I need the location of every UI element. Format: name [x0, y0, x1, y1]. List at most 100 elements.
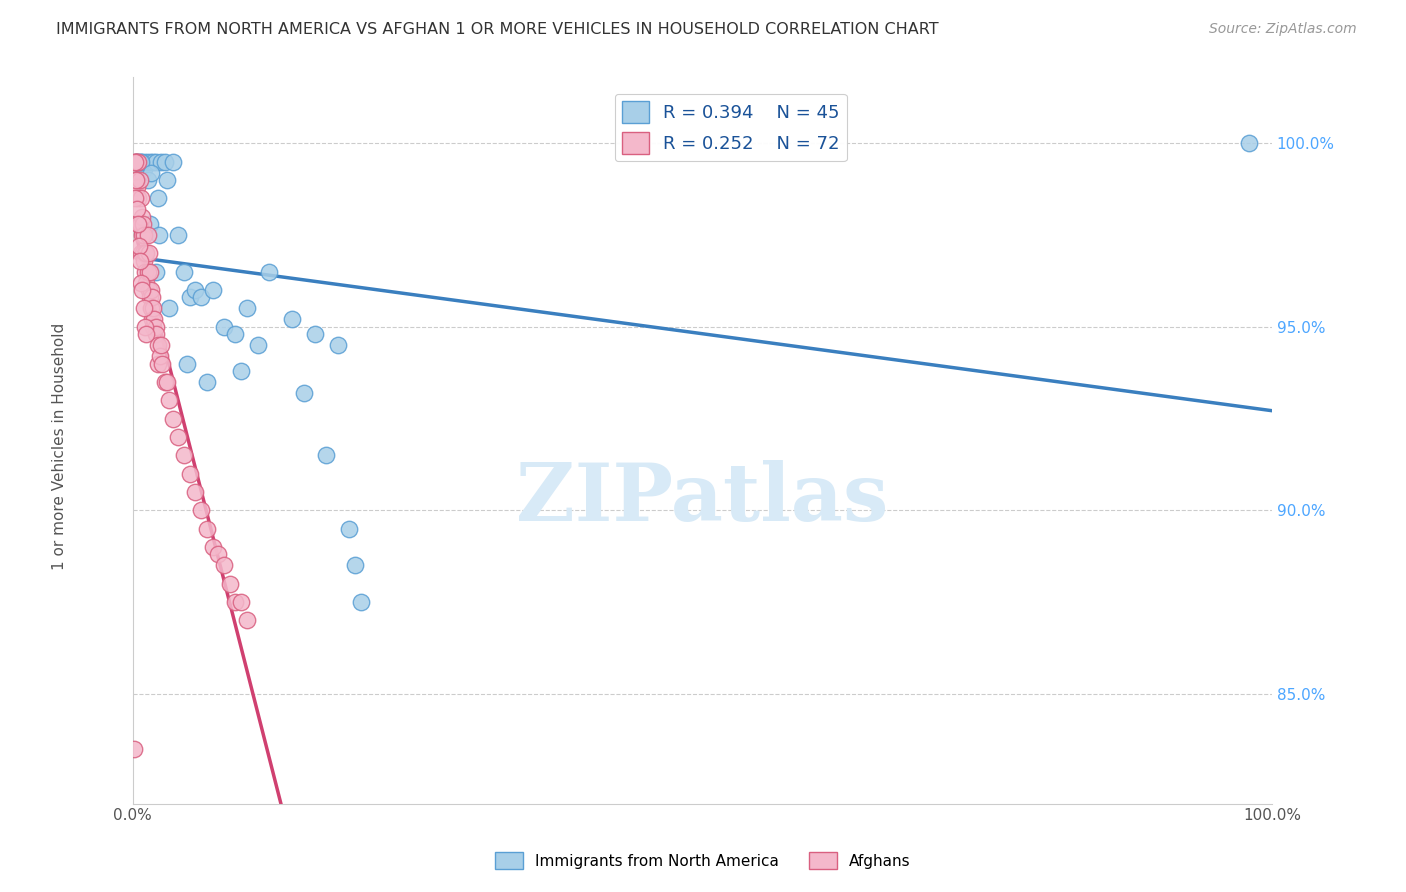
Point: [229, 364, 252, 378]
Point: [235, 301, 257, 316]
Point: [124, 191, 146, 205]
Point: [148, 228, 170, 243]
Point: [134, 265, 156, 279]
Point: [131, 283, 153, 297]
Point: [212, 558, 235, 573]
Point: [125, 154, 148, 169]
Point: [224, 327, 246, 342]
Point: [134, 319, 156, 334]
Point: [135, 246, 157, 260]
Point: [179, 291, 201, 305]
Point: [184, 484, 207, 499]
Point: [162, 154, 184, 169]
Point: [173, 448, 195, 462]
Point: [127, 191, 149, 205]
Point: [124, 173, 146, 187]
Point: [125, 154, 148, 169]
Point: [167, 228, 190, 243]
Point: [141, 312, 163, 326]
Point: [326, 338, 349, 352]
Point: [195, 522, 218, 536]
Point: [127, 180, 149, 194]
Point: [146, 357, 169, 371]
Point: [281, 312, 304, 326]
Point: [139, 291, 162, 305]
Point: [136, 228, 159, 243]
Point: [150, 154, 173, 169]
Point: [139, 217, 162, 231]
Point: [156, 173, 179, 187]
Point: [212, 319, 235, 334]
Point: [229, 595, 252, 609]
Point: [259, 265, 281, 279]
Point: [128, 217, 150, 231]
Point: [139, 265, 162, 279]
Point: [129, 253, 152, 268]
Point: [128, 154, 150, 169]
Point: [129, 191, 152, 205]
Point: [152, 357, 174, 371]
Point: [179, 467, 201, 481]
Point: [145, 319, 167, 334]
Point: [136, 265, 159, 279]
Point: [139, 166, 162, 180]
Point: [129, 154, 152, 169]
Point: [127, 154, 149, 169]
Point: [124, 154, 146, 169]
Point: [315, 448, 337, 462]
Point: [176, 357, 198, 371]
Point: [124, 180, 146, 194]
Point: [124, 154, 146, 169]
Point: [129, 246, 152, 260]
Point: [150, 338, 173, 352]
Point: [145, 265, 167, 279]
Point: [235, 613, 257, 627]
Point: [135, 154, 157, 169]
Text: ZIPatlas: ZIPatlas: [516, 459, 889, 538]
Point: [127, 173, 149, 187]
Point: [173, 265, 195, 279]
Point: [143, 312, 166, 326]
Point: [201, 283, 224, 297]
Point: [136, 173, 159, 187]
Point: [139, 154, 162, 169]
Point: [157, 301, 180, 316]
Point: [134, 228, 156, 243]
Point: [142, 154, 165, 169]
Point: [142, 301, 165, 316]
Point: [184, 283, 207, 297]
Point: [224, 595, 246, 609]
Point: [131, 228, 153, 243]
Point: [131, 154, 153, 169]
Point: [141, 291, 163, 305]
Point: [135, 327, 157, 342]
Point: [128, 173, 150, 187]
Point: [122, 741, 145, 756]
Text: Source: ZipAtlas.com: Source: ZipAtlas.com: [1209, 22, 1357, 37]
Point: [138, 246, 160, 260]
Point: [127, 154, 149, 169]
Point: [153, 154, 176, 169]
Point: [128, 239, 150, 253]
Point: [142, 319, 165, 334]
Point: [167, 430, 190, 444]
Text: IMMIGRANTS FROM NORTH AMERICA VS AFGHAN 1 OR MORE VEHICLES IN HOUSEHOLD CORRELAT: IMMIGRANTS FROM NORTH AMERICA VS AFGHAN …: [56, 22, 939, 37]
Point: [134, 246, 156, 260]
Point: [343, 558, 366, 573]
Point: [304, 327, 326, 342]
Point: [139, 301, 162, 316]
Point: [146, 191, 169, 205]
Point: [349, 595, 371, 609]
Point: [139, 283, 162, 297]
Point: [207, 547, 229, 561]
Point: [131, 276, 153, 290]
Point: [125, 202, 148, 217]
Point: [337, 522, 360, 536]
Point: [292, 385, 315, 400]
Point: [153, 375, 176, 389]
Legend: R = 0.394    N = 45, R = 0.252    N = 72: R = 0.394 N = 45, R = 0.252 N = 72: [614, 94, 846, 161]
Point: [127, 154, 149, 169]
Point: [218, 576, 240, 591]
Point: [127, 217, 149, 231]
Point: [134, 162, 156, 177]
